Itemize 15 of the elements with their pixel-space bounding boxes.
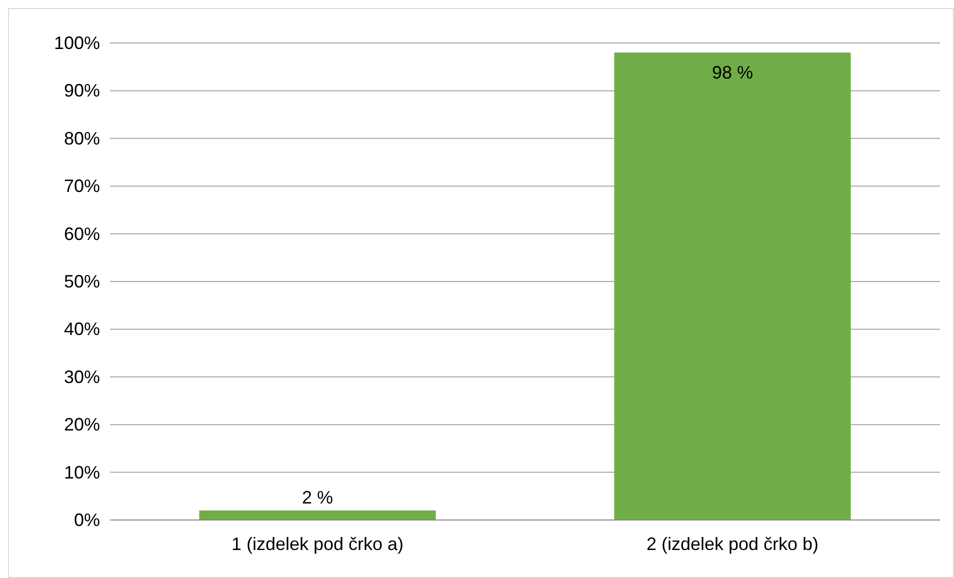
data-label: 98 % [712,62,754,83]
y-tick-label: 10% [64,462,100,482]
y-tick-label: 20% [64,414,100,435]
x-tick-label: 1 (izdelek pod črko a) [231,534,404,554]
y-tick-label: 30% [64,366,100,387]
y-tick-label: 70% [64,176,100,196]
y-tick-label: 50% [64,272,100,292]
y-tick-label: 40% [64,319,100,340]
y-tick-label: 90% [64,80,100,101]
x-tick-label: 2 (izdelek pod črko b) [646,534,819,554]
data-label: 2 % [302,487,334,508]
y-tick-label: 0% [74,510,100,530]
y-tick-label: 80% [64,128,100,148]
y-tick-label: 100% [54,33,100,53]
y-tick-label: 60% [64,224,100,244]
